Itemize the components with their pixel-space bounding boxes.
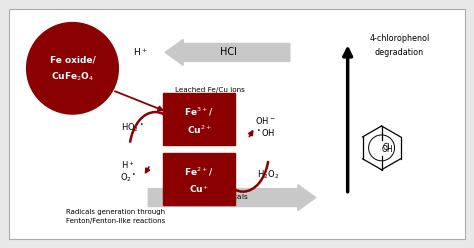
FancyArrow shape (165, 39, 290, 65)
Text: Cu$^{2+}$: Cu$^{2+}$ (187, 124, 211, 136)
FancyBboxPatch shape (163, 93, 235, 145)
Text: OH: OH (382, 145, 393, 154)
Text: 4-chlorophenol: 4-chlorophenol (369, 34, 429, 43)
FancyBboxPatch shape (9, 9, 465, 239)
Text: Fe$^{3+}$/: Fe$^{3+}$/ (184, 106, 214, 118)
Text: Fe oxide/: Fe oxide/ (50, 56, 95, 65)
Text: $^\bullet$OH: $^\bullet$OH (255, 127, 275, 138)
Text: Radicals generation through: Radicals generation through (66, 209, 165, 215)
Text: H$^+$: H$^+$ (121, 159, 135, 171)
Text: Cu$^{+}$: Cu$^{+}$ (189, 184, 209, 195)
Text: Fe$^{2+}$/: Fe$^{2+}$/ (184, 165, 214, 178)
FancyArrow shape (148, 185, 316, 211)
Circle shape (27, 23, 118, 114)
Text: Leached Fe/Cu ions: Leached Fe/Cu ions (175, 87, 245, 93)
Text: HCl: HCl (219, 47, 237, 57)
Text: OH$^-$: OH$^-$ (255, 115, 275, 125)
Text: degradation: degradation (375, 48, 424, 57)
Text: Fenton/Fenton-like reactions: Fenton/Fenton-like reactions (66, 218, 165, 224)
Text: H$^+$: H$^+$ (133, 47, 147, 58)
Text: Cl: Cl (383, 143, 390, 152)
Text: H$_2$O$_2$: H$_2$O$_2$ (257, 168, 279, 181)
Text: $^\bullet$OH, other radicals: $^\bullet$OH, other radicals (176, 192, 248, 203)
FancyBboxPatch shape (163, 153, 235, 205)
Text: CuFe$_2$O$_4$: CuFe$_2$O$_4$ (51, 70, 94, 83)
Text: HO$_2$$^\bullet$: HO$_2$$^\bullet$ (121, 122, 144, 134)
Text: O$_2$$^\bullet$: O$_2$$^\bullet$ (120, 171, 137, 184)
